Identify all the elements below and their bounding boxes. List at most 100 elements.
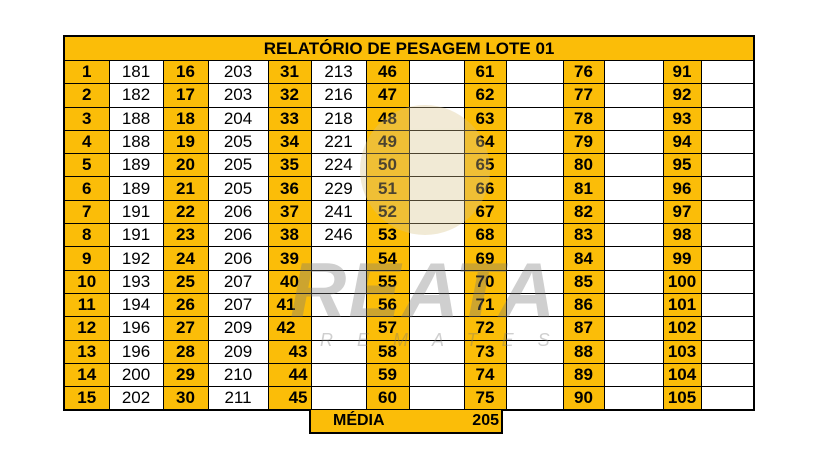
table-row: 9 192 24 206 39 54 69 84 99: [63, 246, 755, 271]
table-row: 6 189 21 205 36 229 51 66 81 96: [63, 176, 755, 201]
animal-number: 24: [162, 246, 209, 271]
table-row: 7 191 22 206 37 241 52 67 82 97: [63, 199, 755, 225]
animal-number: 99: [662, 246, 702, 271]
animal-number: 10: [63, 269, 110, 294]
animal-number: 1: [63, 59, 110, 85]
weight-value: 246: [310, 223, 367, 248]
animal-number: 91: [662, 59, 702, 85]
animal-number: 45: [267, 386, 312, 411]
animal-number: 18: [162, 106, 209, 131]
table-row: 3 188 18 204 33 218 48 63 78 93: [63, 106, 755, 131]
animal-number: 105: [662, 386, 702, 411]
animal-number: 102: [662, 316, 702, 341]
weight-value: [408, 386, 465, 411]
animal-number: 86: [562, 292, 605, 318]
weight-value: [408, 269, 465, 294]
weight-value: [505, 339, 564, 364]
animal-number: 34: [267, 129, 312, 155]
animal-number: 76: [562, 59, 605, 85]
table-row: 10 193 25 207 40 55 70 85 100: [63, 269, 755, 294]
animal-number: 43: [267, 339, 312, 364]
weight-value: [310, 386, 367, 411]
weight-value: [505, 176, 564, 201]
weight-value: 241: [310, 199, 367, 225]
weight-value: [700, 292, 755, 318]
weight-value: 202: [108, 386, 164, 411]
weight-value: [603, 106, 664, 131]
weight-value: [700, 106, 755, 131]
animal-number: 26: [162, 292, 209, 318]
animal-number: 44: [267, 362, 312, 388]
animal-number: 28: [162, 339, 209, 364]
weight-value: [700, 246, 755, 271]
weight-value: [603, 339, 664, 364]
weight-value: 205: [207, 129, 269, 155]
weight-value: [603, 269, 664, 294]
animal-number: 16: [162, 59, 209, 85]
weight-value: [505, 362, 564, 388]
animal-number: 73: [463, 339, 507, 364]
weight-value: [700, 362, 755, 388]
weight-value: 203: [207, 83, 269, 108]
animal-number: 79: [562, 129, 605, 155]
weight-value: 204: [207, 106, 269, 131]
average-label: MÉDIA: [333, 412, 385, 429]
animal-number: 48: [365, 106, 410, 131]
weight-value: [310, 339, 367, 364]
weight-value: [408, 316, 465, 341]
weight-value: [408, 83, 465, 108]
animal-number: 57: [365, 316, 410, 341]
animal-number: 4: [63, 129, 110, 155]
weight-value: [603, 199, 664, 225]
animal-number: 14: [63, 362, 110, 388]
weight-value: [700, 176, 755, 201]
animal-number: 29: [162, 362, 209, 388]
animal-number: 38: [267, 223, 312, 248]
animal-number: 54: [365, 246, 410, 271]
animal-number: 35: [267, 153, 312, 178]
animal-number: 21: [162, 176, 209, 201]
weight-value: 193: [108, 269, 164, 294]
animal-number: 17: [162, 83, 209, 108]
weight-value: 205: [207, 176, 269, 201]
weight-value: [310, 292, 367, 318]
animal-number: 98: [662, 223, 702, 248]
animal-number: 49: [365, 129, 410, 155]
weight-value: 182: [108, 83, 164, 108]
weight-value: [408, 246, 465, 271]
weight-value: 188: [108, 129, 164, 155]
animal-number: 55: [365, 269, 410, 294]
weight-value: 196: [108, 339, 164, 364]
animal-number: 42: [267, 316, 312, 341]
weight-value: [408, 129, 465, 155]
animal-number: 46: [365, 59, 410, 85]
weight-value: [603, 223, 664, 248]
animal-number: 52: [365, 199, 410, 225]
animal-number: 51: [365, 176, 410, 201]
weight-value: 211: [207, 386, 269, 411]
table-row: 11 194 26 207 41 56 71 86 101: [63, 292, 755, 318]
animal-number: 77: [562, 83, 605, 108]
weight-value: [603, 59, 664, 85]
animal-number: 84: [562, 246, 605, 271]
weight-value: [310, 246, 367, 271]
weight-value: 206: [207, 199, 269, 225]
animal-number: 32: [267, 83, 312, 108]
animal-number: 70: [463, 269, 507, 294]
weight-value: [700, 339, 755, 364]
weight-value: 194: [108, 292, 164, 318]
animal-number: 85: [562, 269, 605, 294]
weight-value: [505, 386, 564, 411]
table-row: 5 189 20 205 35 224 50 65 80 95: [63, 153, 755, 178]
weighing-table: RELATÓRIO DE PESAGEM LOTE 01 1 181 16 203 31…: [63, 35, 756, 412]
weight-value: [603, 292, 664, 318]
animal-number: 23: [162, 223, 209, 248]
animal-number: 59: [365, 362, 410, 388]
animal-number: 97: [662, 199, 702, 225]
average-value: 205: [472, 412, 499, 429]
table-row: 15 202 30 211 45 60 75 90 105: [63, 386, 755, 411]
animal-number: 78: [562, 106, 605, 131]
weight-value: [700, 83, 755, 108]
weight-value: [603, 386, 664, 411]
weight-value: 224: [310, 153, 367, 178]
